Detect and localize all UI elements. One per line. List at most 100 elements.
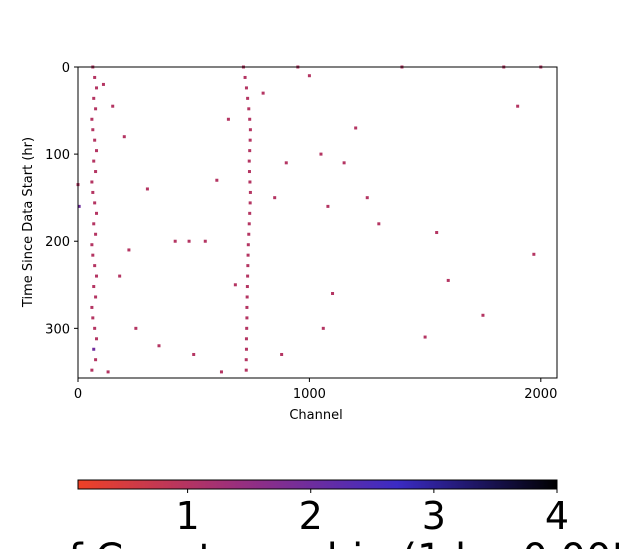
heat-cell — [245, 295, 249, 299]
heat-cell — [247, 170, 251, 174]
heat-cell — [516, 104, 520, 108]
heat-cell — [319, 152, 323, 156]
heat-cell — [93, 264, 97, 268]
heat-cell — [284, 161, 288, 165]
y-tick-label: 300 — [45, 322, 70, 337]
heat-cell — [247, 222, 251, 226]
heat-cell — [246, 264, 250, 268]
heat-cell — [244, 368, 248, 372]
heat-cell — [187, 239, 191, 243]
heat-cell — [365, 196, 369, 200]
heat-cell — [307, 74, 311, 78]
heat-cell — [93, 201, 97, 205]
heat-cell — [248, 201, 252, 205]
heat-cell — [106, 370, 110, 374]
heat-cell — [245, 316, 249, 320]
heat-cell — [244, 86, 248, 90]
x-tick-label: 2000 — [524, 387, 557, 402]
colorbar-tick-label: 4 — [545, 494, 569, 538]
colorbar-label: of Counts per bin (1 hr, 0.005 — [44, 536, 619, 549]
y-tick-label: 200 — [45, 235, 70, 250]
heat-cell — [77, 204, 81, 208]
heat-cell — [203, 239, 207, 243]
heat-cell — [244, 347, 248, 351]
heat-cell — [342, 161, 346, 165]
heat-cell — [101, 82, 105, 86]
heat-cell — [215, 178, 219, 182]
heat-cell — [246, 274, 250, 278]
x-tick-label: 0 — [74, 387, 82, 402]
heat-cell — [90, 117, 94, 121]
x-tick-label: 1000 — [293, 387, 326, 402]
heat-cell — [321, 326, 325, 330]
heat-cell — [244, 358, 248, 362]
heat-cell — [233, 283, 237, 287]
heat-cell — [446, 278, 450, 282]
heat-cell — [247, 232, 251, 236]
heat-cell — [91, 190, 95, 194]
heat-cell — [91, 253, 95, 257]
heat-cell — [219, 370, 223, 374]
heat-cell — [248, 128, 252, 132]
heat-cell — [118, 274, 122, 278]
heat-cell — [248, 138, 252, 142]
heat-cell — [226, 117, 230, 121]
heat-cell — [248, 190, 252, 194]
heat-cell — [95, 149, 99, 153]
heat-cell — [94, 295, 98, 299]
heat-cell — [94, 358, 98, 362]
heat-cell — [95, 86, 99, 90]
heat-cell — [122, 135, 126, 139]
heat-cell — [93, 326, 97, 330]
colorbar-tick-label: 2 — [299, 494, 323, 538]
heat-cell — [244, 337, 248, 341]
heat-cell — [173, 239, 177, 243]
heat-cell — [377, 222, 381, 226]
heat-cell — [157, 344, 161, 348]
colorbar-tick-label: 3 — [422, 494, 446, 538]
heat-cell — [261, 91, 265, 95]
heat-cell — [481, 313, 485, 317]
heat-cell — [331, 291, 335, 295]
heat-cell — [94, 232, 98, 236]
heat-cell — [92, 285, 96, 289]
plot-frame — [77, 66, 558, 379]
heat-cell — [94, 170, 98, 174]
heat-cell — [245, 326, 249, 330]
heat-cell — [127, 248, 131, 252]
heat-cell — [92, 222, 96, 226]
heat-cell — [354, 126, 358, 130]
heat-cell — [145, 187, 149, 191]
heat-cell — [90, 243, 94, 247]
heat-cell — [92, 96, 96, 100]
heat-cell — [248, 211, 252, 215]
x-axis-label: Channel — [289, 408, 342, 423]
heat-cell — [248, 117, 252, 121]
y-tick-label: 0 — [62, 61, 70, 76]
heat-cell — [94, 107, 98, 111]
heat-cell — [90, 180, 94, 184]
y-tick-label: 100 — [45, 148, 70, 163]
heat-cell — [280, 352, 284, 356]
heat-cell — [246, 253, 250, 257]
heat-cell — [248, 149, 252, 153]
heat-cell — [192, 352, 196, 356]
heat-cell — [93, 138, 97, 142]
heat-cell — [247, 107, 251, 111]
heat-cell — [246, 243, 250, 247]
y-axis-label: Time Since Data Start (hr) — [21, 137, 36, 308]
heat-cell — [95, 274, 99, 278]
heat-cell — [246, 96, 250, 100]
heat-cell — [245, 305, 249, 309]
heat-cell — [90, 368, 94, 372]
colorbar-tick-label: 1 — [175, 494, 199, 538]
heat-cell — [95, 337, 99, 341]
heat-cell — [435, 231, 439, 235]
heat-cell — [326, 204, 330, 208]
heat-cell — [91, 316, 95, 320]
heat-cell — [92, 159, 96, 163]
heat-cell — [247, 159, 251, 163]
heat-cell — [111, 104, 115, 108]
